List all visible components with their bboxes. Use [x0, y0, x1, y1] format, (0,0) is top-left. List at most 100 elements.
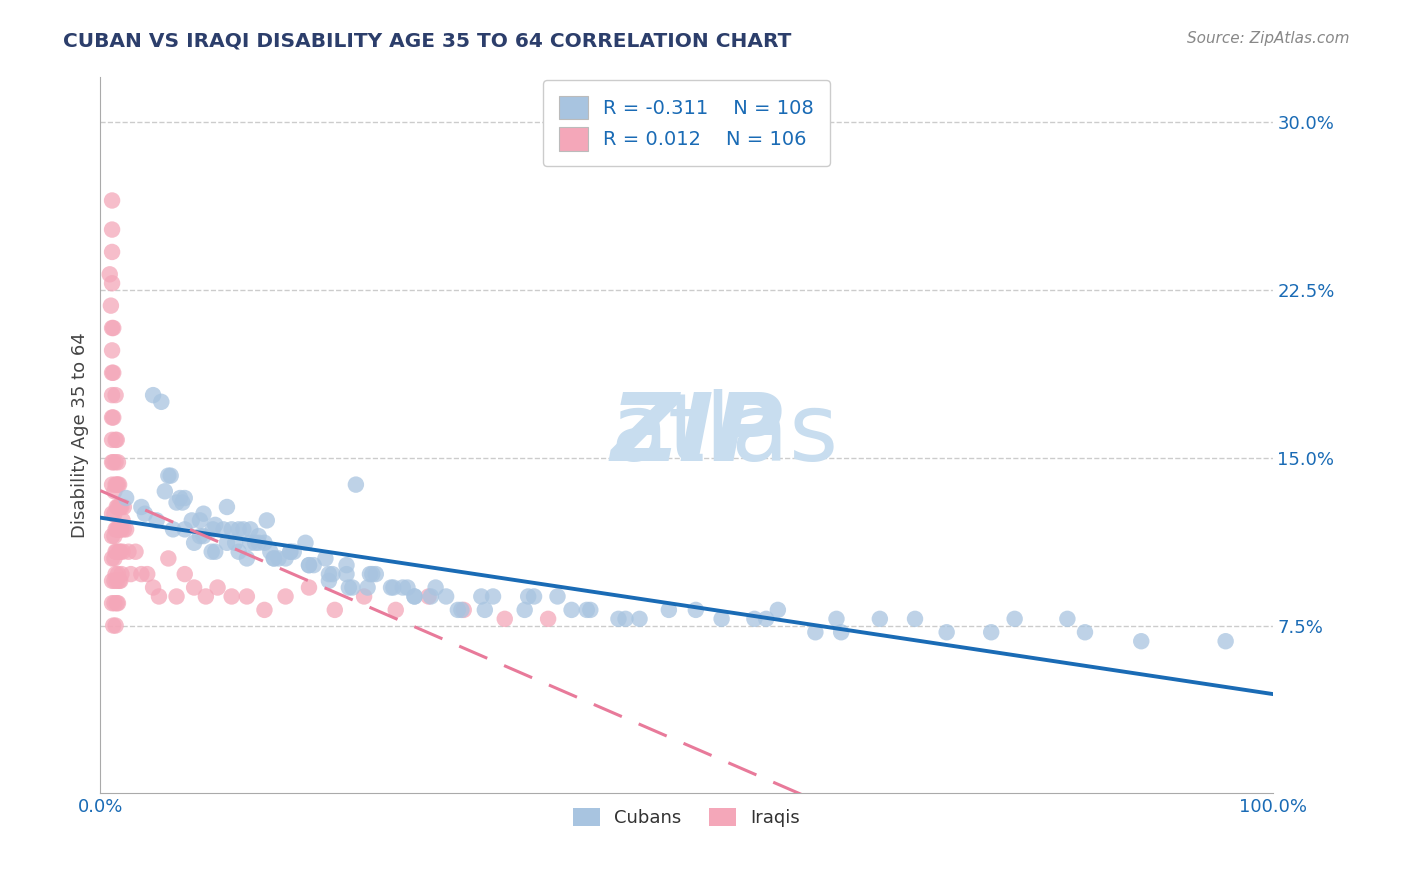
Point	[274, 551, 297, 566]
Point	[236, 590, 259, 604]
Legend: Cubans, Iraqis: Cubans, Iraqis	[565, 801, 807, 834]
Point	[101, 321, 124, 335]
Point	[335, 567, 357, 582]
Point	[101, 410, 124, 425]
Point	[201, 545, 224, 559]
Point	[110, 522, 132, 536]
Point	[110, 567, 132, 582]
Point	[103, 529, 125, 543]
Point	[105, 545, 128, 559]
Point	[153, 484, 176, 499]
Point	[193, 529, 215, 543]
Point	[274, 590, 297, 604]
Point	[148, 590, 170, 604]
Point	[228, 545, 250, 559]
Point	[361, 567, 384, 582]
Point	[1130, 634, 1153, 648]
Point	[474, 603, 496, 617]
Point	[744, 612, 766, 626]
Point	[259, 545, 281, 559]
Point	[253, 535, 276, 549]
Point	[517, 590, 540, 604]
Point	[335, 558, 357, 573]
Point	[482, 590, 505, 604]
Point	[101, 433, 124, 447]
Point	[103, 366, 125, 380]
Point	[107, 596, 129, 610]
Point	[323, 603, 346, 617]
Point	[145, 513, 167, 527]
Point	[159, 468, 181, 483]
Point	[561, 603, 583, 617]
Text: ZIP: ZIP	[610, 390, 783, 482]
Point	[103, 321, 125, 335]
Point	[628, 612, 651, 626]
Point	[101, 222, 124, 236]
Point	[107, 455, 129, 469]
Point	[108, 477, 131, 491]
Point	[111, 545, 134, 559]
Point	[224, 535, 246, 549]
Point	[547, 590, 569, 604]
Point	[101, 366, 124, 380]
Point	[108, 574, 131, 588]
Point	[314, 551, 336, 566]
Point	[710, 612, 733, 626]
Point	[103, 551, 125, 566]
Point	[404, 590, 426, 604]
Point	[980, 625, 1002, 640]
Point	[419, 590, 441, 604]
Point	[101, 244, 124, 259]
Point	[134, 507, 156, 521]
Point	[470, 590, 492, 604]
Point	[239, 522, 262, 536]
Point	[183, 581, 205, 595]
Point	[1215, 634, 1237, 648]
Point	[104, 455, 127, 469]
Point	[103, 618, 125, 632]
Point	[1004, 612, 1026, 626]
Point	[204, 545, 226, 559]
Point	[166, 495, 188, 509]
Point	[575, 603, 598, 617]
Point	[103, 484, 125, 499]
Point	[193, 507, 215, 521]
Point	[298, 581, 321, 595]
Point	[212, 522, 235, 536]
Point	[404, 590, 426, 604]
Point	[344, 477, 367, 491]
Point	[685, 603, 707, 617]
Point	[105, 522, 128, 536]
Point	[104, 477, 127, 491]
Point	[115, 522, 138, 536]
Point	[239, 535, 262, 549]
Point	[117, 545, 139, 559]
Point	[188, 529, 211, 543]
Point	[321, 567, 343, 582]
Point	[115, 491, 138, 505]
Point	[142, 388, 165, 402]
Point	[607, 612, 630, 626]
Point	[120, 567, 142, 582]
Point	[1056, 612, 1078, 626]
Point	[108, 545, 131, 559]
Point	[98, 268, 121, 282]
Point	[267, 551, 290, 566]
Point	[136, 567, 159, 582]
Point	[105, 500, 128, 514]
Point	[101, 277, 124, 291]
Point	[283, 545, 305, 559]
Point	[157, 551, 180, 566]
Point	[247, 529, 270, 543]
Point	[104, 433, 127, 447]
Point	[658, 603, 681, 617]
Point	[110, 500, 132, 514]
Point	[579, 603, 602, 617]
Point	[105, 433, 128, 447]
Point	[382, 581, 405, 595]
Point	[236, 551, 259, 566]
Point	[172, 495, 194, 509]
Point	[105, 477, 128, 491]
Point	[766, 603, 789, 617]
Point	[101, 194, 124, 208]
